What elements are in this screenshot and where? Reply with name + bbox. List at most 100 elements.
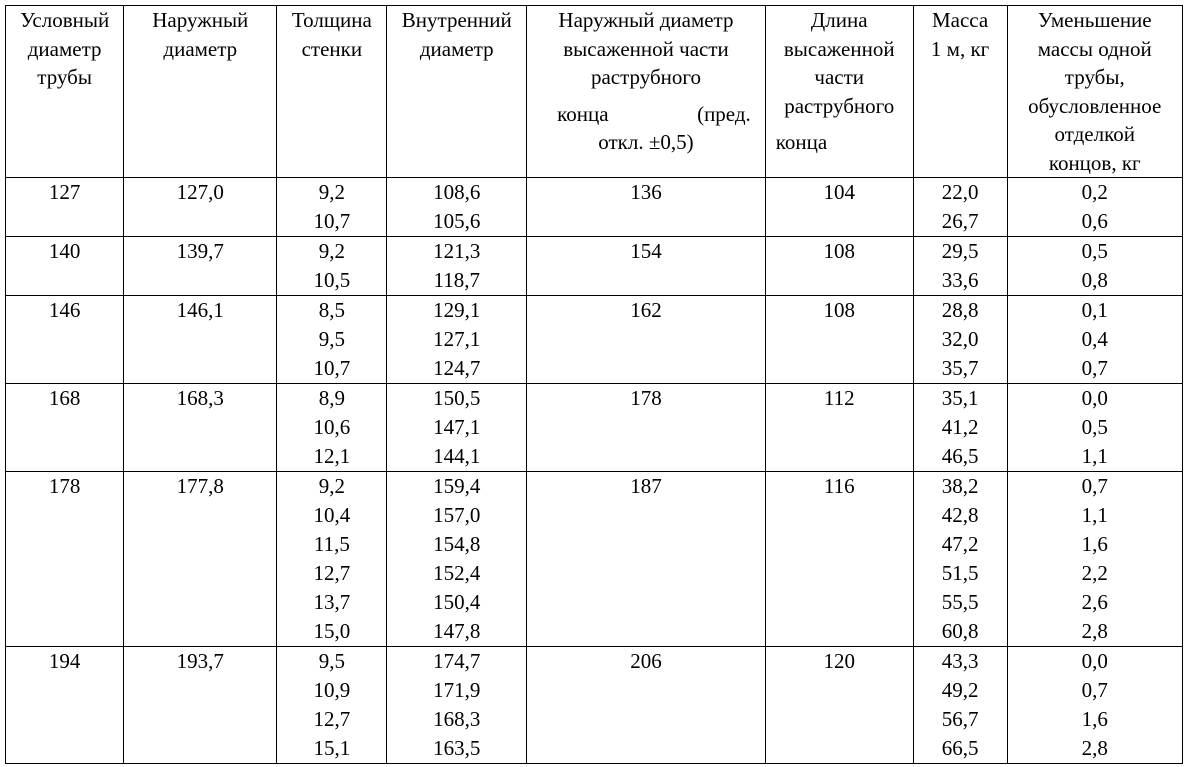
cell-mass-per-meter-value: 26,7 [941, 209, 979, 233]
cell-inner-diameter-value: 163,5 [433, 736, 481, 760]
table-row: 168 168,3 8,9 10,6 12,1 150,5 147,1 144,1 178 112… [4, 383, 1183, 472]
cell-nominal-diameter-value: 178 [48, 474, 81, 498]
cell-upset-outer-diameter-value: 162 [630, 298, 662, 322]
cell-wall-thickness-value: 10,4 [313, 503, 351, 527]
cell-nominal-diameter: 178 [4, 471, 125, 647]
cell-mass-reduction: 0,7 1,1 1,6 2,2 2,6 2,8 [1006, 471, 1183, 647]
cell-mass-reduction-value: 0,2 [1081, 180, 1108, 204]
header-line: Уменьшение [1037, 8, 1152, 32]
table-row: 127 127,0 9,2 10,7 108,6 105,6 136 104 22,0 26,7 0… [4, 177, 1183, 237]
header-inner-diameter: Внутренний диаметр [386, 5, 528, 178]
cell-mass-per-meter-value: 41,2 [941, 415, 979, 439]
header-line: трубы, [1064, 65, 1125, 89]
header-line: концов, кг [1048, 150, 1141, 175]
cell-wall-thickness-value: 12,1 [313, 444, 351, 468]
cell-mass-per-meter-value: 60,8 [941, 619, 979, 643]
cell-mass-reduction-value: 0,1 [1081, 298, 1108, 322]
cell-inner-diameter-value: 121,3 [433, 239, 481, 263]
cell-upset-outer-diameter-value: 206 [630, 649, 662, 673]
cell-upset-outer-diameter: 162 [526, 295, 766, 384]
cell-mass-per-meter-value: 28,8 [941, 298, 979, 322]
cell-mass-per-meter-value: 32,0 [941, 327, 979, 351]
pipe-dimensions-table: Условный диаметр трубы Наружный диаметр … [4, 5, 1183, 764]
cell-upset-length: 116 [764, 471, 914, 647]
header-line: отделкой [1054, 122, 1135, 146]
cell-mass-per-meter: 29,5 33,6 [912, 236, 1008, 296]
cell-inner-diameter-value: 129,1 [433, 298, 481, 322]
header-line: массы одной [1037, 36, 1152, 61]
cell-mass-per-meter-value: 46,5 [941, 444, 979, 468]
header-upset-outer-diameter: Наружный диаметр высаженной части растру… [526, 5, 766, 178]
cell-inner-diameter: 129,1 127,1 124,7 [386, 295, 528, 384]
cell-wall-thickness-value: 9,2 [318, 180, 345, 204]
header-line: Внутренний [401, 8, 512, 32]
cell-mass-per-meter-list: 35,1 41,2 46,5 [916, 384, 1005, 471]
cell-outer-diameter-value: 168,3 [176, 386, 224, 410]
cell-outer-diameter-value: 127,0 [176, 180, 224, 204]
header-line: раструбного [784, 93, 895, 118]
table-row: 194 193,7 9,5 10,9 12,7 15,1 174,7 171,9 168,3 16… [4, 646, 1183, 764]
cell-wall-thickness-value: 13,7 [313, 590, 351, 614]
cell-outer-diameter: 146,1 [123, 295, 278, 384]
cell-mass-reduction-value: 1,1 [1081, 444, 1108, 468]
cell-outer-diameter-value: 193,7 [176, 649, 224, 673]
cell-wall-thickness: 8,9 10,6 12,1 [276, 383, 388, 472]
cell-nominal-diameter-value: 168 [48, 386, 81, 410]
cell-mass-per-meter-value: 43,3 [941, 649, 979, 673]
cell-mass-reduction-value: 2,8 [1081, 619, 1108, 643]
cell-mass-per-meter-value: 35,7 [941, 356, 979, 380]
cell-mass-reduction: 0,2 0,6 [1006, 177, 1183, 237]
cell-mass-per-meter-value: 55,5 [941, 590, 979, 614]
cell-mass-reduction-value: 0,0 [1081, 649, 1108, 673]
cell-mass-reduction: 0,0 0,7 1,6 2,8 [1006, 646, 1183, 764]
cell-wall-thickness-list: 8,5 9,5 10,7 [279, 296, 384, 383]
cell-inner-diameter-value: 124,7 [433, 356, 481, 380]
cell-wall-thickness-value: 10,5 [313, 268, 351, 292]
cell-upset-outer-diameter: 154 [526, 236, 766, 296]
cell-wall-thickness: 9,5 10,9 12,7 15,1 [276, 646, 388, 764]
cell-mass-per-meter: 38,2 42,8 47,2 51,5 55,5 60,8 [912, 471, 1008, 647]
cell-upset-outer-diameter: 136 [526, 177, 766, 237]
header-line: Наружный диаметр [558, 8, 734, 32]
cell-nominal-diameter: 146 [4, 295, 125, 384]
cell-wall-thickness-value: 12,7 [313, 561, 351, 585]
header-line: Толщина [291, 8, 372, 32]
cell-nominal-diameter-value: 140 [48, 239, 81, 263]
cell-mass-per-meter-list: 38,2 42,8 47,2 51,5 55,5 60,8 [916, 472, 1005, 646]
cell-inner-diameter-value: 108,6 [433, 180, 481, 204]
cell-mass-reduction-list: 0,1 0,4 0,7 [1010, 296, 1181, 383]
header-line: части [814, 65, 865, 89]
cell-mass-reduction-value: 0,6 [1081, 209, 1108, 233]
cell-mass-per-meter-value: 33,6 [941, 268, 979, 292]
header-line: высаженной [783, 36, 895, 61]
cell-nominal-diameter: 140 [4, 236, 125, 296]
cell-mass-per-meter-value: 66,5 [941, 736, 979, 760]
cell-wall-thickness: 9,2 10,7 [276, 177, 388, 237]
cell-mass-reduction-value: 2,6 [1081, 590, 1108, 614]
cell-mass-per-meter-value: 35,1 [941, 386, 979, 410]
cell-inner-diameter-value: 147,8 [433, 619, 481, 643]
cell-outer-diameter-value: 139,7 [176, 239, 224, 263]
header-line: высаженной части [563, 36, 729, 61]
cell-upset-length-value: 104 [823, 180, 855, 204]
cell-inner-diameter-list: 159,4 157,0 154,8 152,4 150,4 147,8 [389, 472, 524, 646]
header-line: Условный [20, 8, 110, 32]
cell-inner-diameter-list: 121,3 118,7 [389, 237, 524, 295]
cell-upset-length: 104 [764, 177, 914, 237]
cell-mass-reduction: 0,1 0,4 0,7 [1006, 295, 1183, 384]
header-line: стенки [301, 36, 363, 61]
cell-inner-diameter-value: 105,6 [433, 209, 481, 233]
cell-outer-diameter: 177,8 [123, 471, 278, 647]
cell-upset-length-value: 108 [823, 239, 855, 263]
header-mass-reduction: Уменьшение массы одной трубы, обусловлен… [1006, 5, 1183, 178]
cell-wall-thickness-list: 9,2 10,4 11,5 12,7 13,7 15,0 [279, 472, 384, 646]
cell-mass-reduction-list: 0,5 0,8 [1010, 237, 1181, 295]
cell-inner-diameter-value: 150,4 [433, 590, 481, 614]
header-row: Условный диаметр трубы Наружный диаметр … [4, 5, 1183, 178]
cell-mass-per-meter-value: 51,5 [941, 561, 979, 585]
header-line: 1 м, кг [930, 36, 990, 61]
cell-mass-per-meter: 35,1 41,2 46,5 [912, 383, 1008, 472]
cell-inner-diameter-value: 118,7 [433, 268, 481, 292]
cell-wall-thickness-value: 9,2 [318, 239, 345, 263]
cell-outer-diameter: 168,3 [123, 383, 278, 472]
